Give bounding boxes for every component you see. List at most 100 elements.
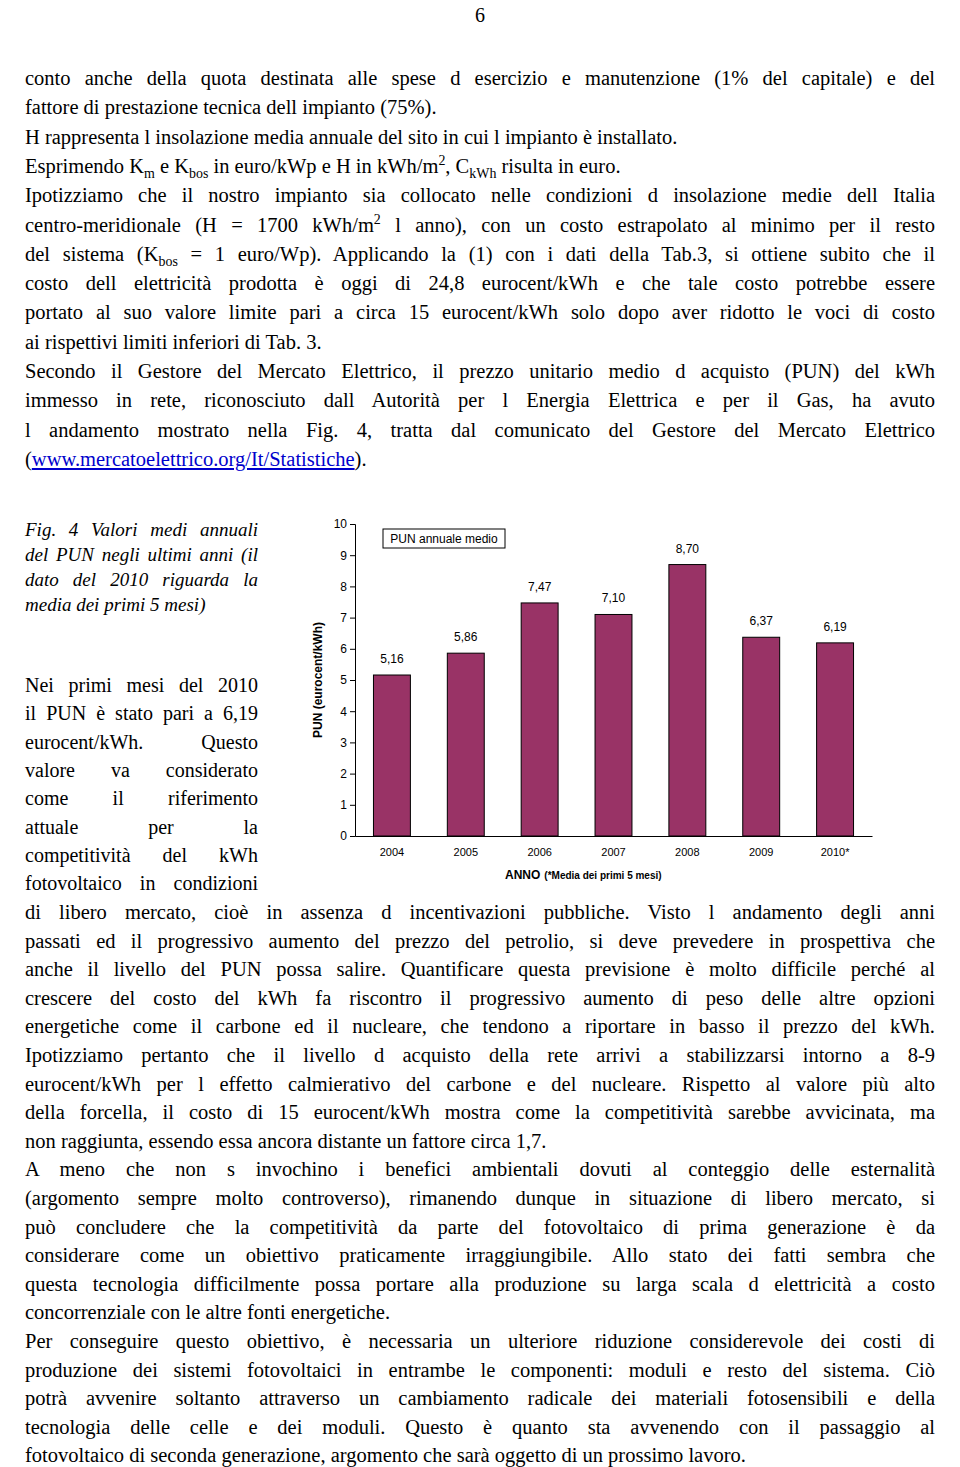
- y-axis-line: [350, 525, 356, 837]
- text-line: (www.mercatoelettrico.org/It/Statistiche…: [25, 445, 935, 473]
- text-run: Esprimendo K: [25, 155, 144, 177]
- title-box: PUN annuale medio: [383, 529, 505, 548]
- text-line: immesso in rete, riconosciuto dall Autor…: [25, 386, 935, 414]
- text-line: considerare come un obiettivo praticamen…: [25, 1241, 935, 1269]
- x-tick-label: 2006: [527, 846, 551, 858]
- text-line: crescere del costo del kWh fa riscontro …: [25, 984, 935, 1012]
- text-line: anche il livello del PUN possa salire. Q…: [25, 955, 935, 983]
- text-line: tecnologia delle celle e dei moduli. Que…: [25, 1413, 935, 1441]
- bar: [521, 603, 558, 836]
- text-line: Per conseguire questo obiettivo, è neces…: [25, 1327, 935, 1355]
- text-line: eurocent/kWh per l effetto calmierativo …: [25, 1070, 935, 1098]
- text-run: = 1 euro/Wp). Applicando la (1) con i da…: [178, 243, 935, 265]
- bar: [669, 565, 706, 836]
- data-label: 5,16: [380, 652, 404, 666]
- y-tick-label: 4: [340, 705, 347, 719]
- text-line: del sistema (Kbos = 1 euro/Wp). Applican…: [25, 240, 935, 268]
- text-line: può concludere che la competitività da p…: [25, 1213, 935, 1241]
- text-run: (: [25, 448, 32, 470]
- text-run: l anno), con un costo estrapolato al min…: [381, 214, 935, 236]
- y-tick: 4: [340, 705, 355, 719]
- text-line: valore va considerato: [25, 756, 258, 784]
- y-tick-label: 8: [340, 580, 347, 594]
- text-line: fattore di prestazione tecnica dell impi…: [25, 93, 935, 121]
- text-line: produzione dei sistemi fotovoltaici in e…: [25, 1356, 935, 1384]
- text-line: passati ed il progressivo aumento del pr…: [25, 927, 935, 955]
- text-line: della forcella, il costo di 15 eurocent/…: [25, 1098, 935, 1126]
- y-tick: 6: [340, 642, 355, 656]
- data-label: 6,19: [823, 620, 847, 634]
- bar: [743, 637, 780, 836]
- y-tick: 8: [340, 580, 355, 594]
- text-line: Fig. 4 Valori medi annuali: [25, 516, 258, 544]
- link: www.mercatoelettrico.org/It/Statistiche: [32, 448, 355, 470]
- x-tick: 2006: [527, 836, 551, 858]
- text-line: attuale per la: [25, 813, 258, 841]
- y-axis-title: PUN (eurocent/kWh): [311, 622, 325, 738]
- y-tick-label: 9: [340, 549, 347, 563]
- y-tick-label: 2: [340, 767, 347, 781]
- data-label: 7,47: [528, 580, 552, 594]
- y-tick: 7: [340, 611, 355, 625]
- y-tick-label: 0: [340, 829, 347, 843]
- text-line: competitività del kWh: [25, 841, 258, 869]
- text-line: Esprimendo Km e Kbos in euro/kWp e H in …: [25, 152, 935, 180]
- data-label: 7,10: [602, 591, 626, 605]
- x-tick: 2005: [454, 836, 478, 858]
- y-tick-label: 10: [334, 517, 348, 531]
- text-line: come il riferimento: [25, 784, 258, 812]
- text-line: di libero mercato, cioè in assenza d inc…: [25, 898, 935, 926]
- x-axis-title: ANNO (*Media dei primi 5 mesi): [505, 868, 662, 882]
- subscript: bos: [159, 254, 178, 269]
- y-tick-mark: [350, 586, 355, 587]
- y-tick-mark: [350, 805, 355, 806]
- x-tick-label: 2004: [380, 846, 404, 858]
- y-tick-mark: [350, 836, 355, 837]
- subscript: kWh: [469, 166, 496, 181]
- text-run: centro-meridionale (H = 1700 kWh/m: [25, 214, 374, 236]
- text-run: in euro/kWp e H in kWh/m: [208, 155, 438, 177]
- bar: [447, 653, 484, 836]
- x-tick-label: 2010*: [821, 846, 850, 858]
- superscript: 2: [374, 212, 381, 227]
- data-label: 5,86: [454, 630, 478, 644]
- x-tick: 2009: [749, 836, 773, 858]
- text-line: Ipotizziamo pertanto che il livello d ac…: [25, 1041, 935, 1069]
- data-label: 8,70: [676, 542, 700, 556]
- x-axis-title-text: ANNO: [505, 868, 540, 882]
- text-line: (argomento sempre molto controverso), ri…: [25, 1184, 935, 1212]
- y-tick-mark: [350, 555, 355, 556]
- text-line: fotovoltaico di seconda generazione, arg…: [25, 1441, 935, 1467]
- text-line: Secondo il Gestore del Mercato Elettrico…: [25, 357, 935, 385]
- bars: [373, 565, 853, 836]
- y-tick: 2: [340, 767, 355, 781]
- text-line: del PUN negli ultimi anni (il: [25, 541, 258, 569]
- y-tick: 0: [340, 829, 355, 843]
- data-labels: 5,16 5,86 7,47 7,10 8,70 6,37 6,19: [380, 542, 847, 666]
- text-line: media dei primi 5 mesi): [25, 591, 258, 619]
- text-line: Nei primi mesi del 2010: [25, 671, 258, 699]
- text-line: questa tecnologia difficilmente possa po…: [25, 1270, 935, 1298]
- x-tick-label: 2009: [749, 846, 773, 858]
- y-axis: 012345678910: [334, 517, 356, 843]
- y-tick: 10: [334, 517, 355, 531]
- text-line: potrà avvenire soltanto attraverso un ca…: [25, 1384, 935, 1412]
- x-tick-label: 2007: [601, 846, 625, 858]
- x-tick: 2008: [675, 836, 699, 858]
- text-run: e K: [155, 155, 189, 177]
- text-line: portato al suo valore limite pari a circ…: [25, 298, 935, 326]
- text-line: costo dell elettricità prodotta è oggi d…: [25, 269, 935, 297]
- bar: [817, 643, 854, 836]
- text-line: concorrenziale con le altre fonti energe…: [25, 1298, 935, 1326]
- x-tick-label: 2008: [675, 846, 699, 858]
- text-line: centro-meridionale (H = 1700 kWh/m2 l an…: [25, 211, 935, 239]
- data-label: 6,37: [750, 614, 774, 628]
- subscript: bos: [189, 166, 208, 181]
- text-line: dato del 2010 riguarda la: [25, 566, 258, 594]
- text-line: conto anche della quota destinata alle s…: [25, 64, 935, 92]
- text-line: il PUN è stato pari a 6,19: [25, 699, 258, 727]
- annotation: (*Media dei primi 5 mesi): [544, 870, 661, 881]
- y-tick-mark: [350, 524, 355, 525]
- text-line: non raggiunta, essendo essa ancora dista…: [25, 1127, 935, 1155]
- chart-title: PUN annuale medio: [390, 532, 498, 546]
